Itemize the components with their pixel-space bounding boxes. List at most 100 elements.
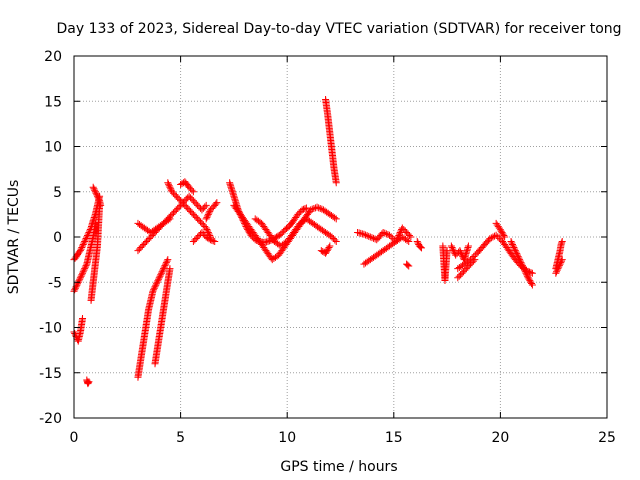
- data-point-sat-ab: [511, 245, 519, 253]
- y-tick-label: -5: [48, 275, 62, 291]
- data-point-sat-t: [368, 234, 376, 242]
- data-point-sat-q: [331, 236, 339, 244]
- data-point-sat-g: [140, 241, 148, 249]
- data-point-sat-k: [203, 225, 211, 233]
- data-point-sat-g: [172, 206, 180, 214]
- data-point-sat-t: [401, 227, 409, 235]
- data-point-sat-t: [400, 225, 408, 233]
- data-point-sat-h: [160, 263, 168, 271]
- data-point-sat-m: [206, 236, 214, 244]
- data-point-sat-q: [328, 233, 336, 241]
- data-point-sat-ab: [514, 253, 522, 261]
- data-point-sat-g: [175, 203, 183, 211]
- data-point-sat-s: [324, 245, 332, 253]
- y-tick-label: 0: [53, 230, 62, 246]
- data-point-sat-f: [89, 183, 97, 191]
- data-point-sat-k: [166, 183, 174, 191]
- data-point-sat-ac: [457, 248, 465, 256]
- data-point-sat-ae: [555, 262, 563, 270]
- data-point-sat-h: [150, 286, 158, 294]
- data-point-sat-o: [295, 209, 303, 217]
- x-tick-label: 25: [598, 430, 616, 446]
- data-point-sat-ab: [516, 256, 524, 264]
- data-point-sat-y: [494, 233, 502, 241]
- data-point-sat-k: [204, 227, 212, 235]
- data-point-sat-h: [152, 280, 160, 288]
- data-point-sat-p: [310, 204, 318, 212]
- data-point-sat-g: [142, 238, 150, 246]
- data-point-sat-u: [405, 238, 413, 246]
- data-point-sat-f: [92, 189, 100, 197]
- data-point-sat-p: [316, 204, 324, 212]
- data-point-sat-m: [194, 233, 202, 241]
- data-point-sat-h: [157, 271, 165, 279]
- data-point-sat-t: [365, 232, 373, 240]
- data-point-sat-t: [407, 233, 415, 241]
- data-point-sat-b: [71, 286, 79, 294]
- data-point-sat-h: [151, 283, 159, 291]
- data-point-sat-m: [191, 236, 199, 244]
- data-point-sat-ab: [523, 271, 531, 279]
- data-point-sat-t: [396, 228, 404, 236]
- data-point-sat-y: [487, 234, 495, 242]
- data-point-sat-l: [188, 186, 196, 194]
- axis-ticks: 0 5 10 15 20 25 -20 -15 -10 -5 0 5 10 15 20: [39, 49, 616, 446]
- data-point-sat-t: [363, 232, 371, 240]
- data-point-sat-k: [196, 218, 204, 226]
- data-point-sat-m: [192, 235, 200, 243]
- data-point-sat-y: [495, 234, 503, 242]
- data-point-sat-y: [471, 251, 479, 259]
- x-tick-label: 10: [278, 430, 296, 446]
- data-point-sat-k: [202, 224, 210, 232]
- data-point-sat-ac: [464, 242, 472, 250]
- data-point-sat-o: [277, 230, 285, 238]
- data-point-sat-ab: [521, 268, 529, 276]
- data-point-sat-m: [199, 230, 207, 238]
- data-point-sat-g: [169, 209, 177, 217]
- y-tick-label: -15: [39, 366, 62, 382]
- data-point-sat-k: [164, 179, 172, 187]
- data-point-sat-g: [199, 204, 207, 212]
- data-point-sat-o: [298, 206, 306, 214]
- data-point-sat-m: [204, 234, 212, 242]
- data-point-sat-b: [73, 281, 81, 289]
- data-point-sat-k: [171, 191, 179, 199]
- data-point-sat-g: [167, 212, 175, 220]
- data-point-sat-q: [332, 238, 340, 246]
- data-point-sat-a: [83, 233, 91, 241]
- data-point-sat-v: [404, 261, 412, 269]
- data-point-sat-a: [80, 239, 88, 247]
- data-point-sat-ab: [521, 266, 529, 274]
- data-point-sat-ab: [527, 278, 535, 286]
- data-point-sat-ae: [557, 259, 565, 267]
- data-point-sat-ab: [519, 263, 527, 271]
- data-point-sat-z: [454, 274, 462, 282]
- data-point-sat-k: [192, 213, 200, 221]
- data-point-sat-c: [79, 314, 87, 322]
- data-point-sat-g: [198, 206, 206, 214]
- data-point-sat-k: [194, 215, 202, 223]
- data-point-sat-y: [528, 269, 536, 277]
- data-point-sat-k: [198, 219, 206, 227]
- data-point-sat-b: [80, 266, 88, 274]
- data-points: [70, 95, 566, 388]
- data-point-sat-h: [163, 257, 171, 265]
- data-point-sat-k: [169, 189, 177, 197]
- data-point-sat-k: [204, 228, 212, 236]
- data-point-sat-b: [82, 262, 90, 270]
- data-point-sat-t: [382, 230, 390, 238]
- data-point-sat-ab: [525, 275, 533, 283]
- data-point-sat-b: [79, 268, 87, 276]
- data-point-sat-aa: [500, 232, 508, 240]
- data-point-sat-n: [202, 215, 210, 223]
- data-point-sat-g: [188, 195, 196, 203]
- data-point-sat-z: [467, 260, 475, 268]
- data-point-sat-h: [162, 259, 170, 267]
- data-point-sat-b: [74, 280, 82, 288]
- data-point-sat-n: [203, 213, 211, 221]
- data-point-sat-i: [166, 265, 174, 273]
- data-point-sat-ab: [508, 239, 516, 247]
- data-point-sat-ab: [528, 280, 536, 288]
- data-point-sat-g: [174, 204, 182, 212]
